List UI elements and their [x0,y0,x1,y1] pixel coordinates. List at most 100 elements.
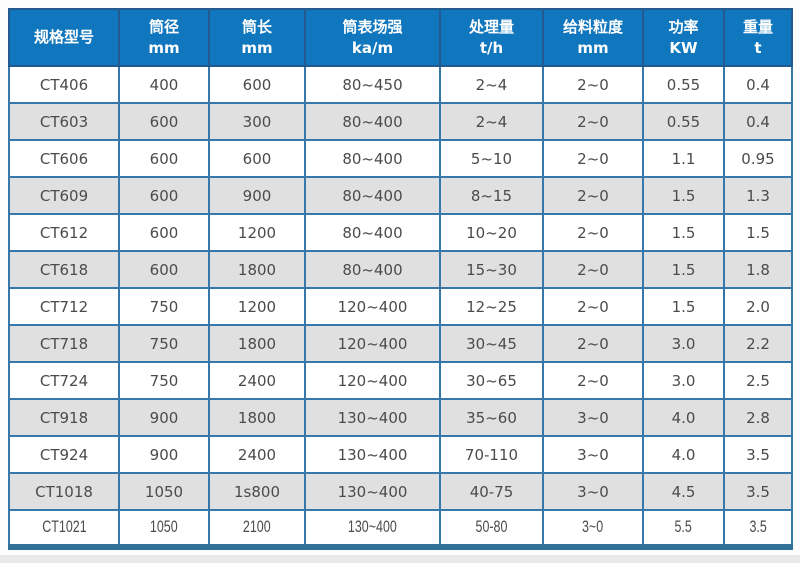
table-row: CT924 900 2400 130~400 70-110 3~0 4.0 3.5 [8,435,793,474]
table-cell: 600 [208,65,306,104]
cell-text: 0.55 [666,75,701,94]
cell-text: 2100 [243,518,271,537]
header-row: 规格型号 筒径 mm 筒长 mm 筒表场强 ka/m 处理量 t/h [8,8,793,67]
table-cell: 600 [118,250,210,289]
table-cell: 900 [208,176,306,215]
cell-text: 1.5 [746,223,770,242]
cell-text: 1200 [237,297,277,316]
table-row: CT618 600 1800 80~400 15~30 2~0 1.5 1.8 [8,250,793,289]
cell-text: CT612 [39,223,89,242]
table-row: CT918 900 1800 130~400 35~60 3~0 4.0 2.8 [8,398,793,437]
table-cell: 900 [118,398,210,437]
table-cell: 2100 [208,509,306,548]
table-cell: 80~400 [304,102,441,141]
table-cell: 5.5 [642,509,725,548]
cell-text: 3~0 [577,482,609,501]
table-cell: 3~0 [542,435,644,474]
table-cell: 600 [118,176,210,215]
cell-text: 3.5 [749,518,767,537]
cell-text: 3.5 [746,482,770,501]
cell-text: 80~400 [342,260,403,279]
table-row: CT606 600 600 80~400 5~10 2~0 1.1 0.95 [8,139,793,178]
cell-text: 2~0 [577,297,609,316]
table-cell: 2~4 [439,65,544,104]
cell-text: 15~30 [466,260,517,279]
cell-text: 750 [149,297,179,316]
cell-text: 130~400 [348,518,397,537]
cell-text: 1050 [144,482,184,501]
column-header-capacity: 处理量 t/h [439,8,544,67]
table-row: CT1021 1050 2100 130~400 50-80 3~0 5.5 3.5 [8,509,793,548]
cell-text: 750 [149,334,179,353]
column-title: 筒表场强 [342,18,403,37]
table-cell: CT603 [8,102,120,141]
cell-text: 2~0 [577,112,609,131]
cell-text: 4.0 [671,445,696,464]
table-cell: 2400 [208,361,306,400]
table-cell: 40-75 [439,472,544,511]
table-cell: 8~15 [439,176,544,215]
cell-text: 1050 [150,518,178,537]
table-cell: 2~4 [439,102,544,141]
table-cell: 1.3 [723,176,793,215]
cell-text: 120~400 [337,334,408,353]
table-row: CT712 750 1200 120~400 12~25 2~0 1.5 2.0 [8,287,793,326]
cell-text: 10~20 [466,223,517,242]
table-cell: CT1018 [8,472,120,511]
cell-text: 600 [242,149,272,168]
cell-text: 80~400 [342,223,403,242]
column-header-power: 功率 KW [642,8,725,67]
cell-text: 2.5 [746,371,770,390]
cell-text: 130~400 [337,408,408,427]
cell-text: 8~15 [470,186,513,205]
table-cell: 1.8 [723,250,793,289]
table-cell: 15~30 [439,250,544,289]
cell-text: 600 [149,149,179,168]
table-cell: 0.55 [642,102,725,141]
table-cell: 750 [118,287,210,326]
cell-text: 3.5 [746,445,770,464]
table-cell: 30~45 [439,324,544,363]
table-cell: 2~0 [542,287,644,326]
spec-table-header: 规格型号 筒径 mm 筒长 mm 筒表场强 ka/m 处理量 t/h [8,8,793,67]
column-title: 给料粒度 [562,18,623,37]
cell-text: CT918 [39,408,89,427]
table-cell: 1800 [208,250,306,289]
cell-text: 2~0 [577,149,609,168]
table-cell: CT1021 [8,509,120,548]
cell-text: 3.0 [671,334,696,353]
cell-text: 80~400 [342,112,403,131]
cell-text: 900 [149,408,179,427]
table-cell: 3.0 [642,361,725,400]
table-cell: 2.0 [723,287,793,326]
cell-text: 130~400 [337,482,408,501]
table-cell: 0.4 [723,65,793,104]
cell-text: 2~0 [577,223,609,242]
table-cell: 130~400 [304,472,441,511]
table-cell: 120~400 [304,361,441,400]
cell-text: 1800 [237,334,277,353]
cell-text: CT603 [39,112,89,131]
cell-text: 0.4 [746,112,770,131]
column-title: 处理量 [468,18,514,37]
cell-text: 2400 [237,371,277,390]
table-cell: 750 [118,324,210,363]
table-cell: 300 [208,102,306,141]
cell-text: 5.5 [674,518,693,537]
table-cell: 35~60 [439,398,544,437]
table-cell: 130~400 [304,509,441,548]
table-row: CT609 600 900 80~400 8~15 2~0 1.5 1.3 [8,176,793,215]
cell-text: 5~10 [470,149,513,168]
cell-text: 1.5 [671,223,696,242]
table-cell: 1.5 [642,176,725,215]
cell-text: 1.1 [671,149,696,168]
table-cell: CT712 [8,287,120,326]
cell-text: CT609 [39,186,89,205]
cell-text: 12~25 [466,297,517,316]
table-cell: 1.1 [642,139,725,178]
cell-text: CT718 [39,334,89,353]
column-unit: t/h [479,38,504,57]
cell-text: 0.95 [741,149,775,168]
cell-text: CT1021 [41,518,87,537]
cell-text: 1200 [237,223,277,242]
